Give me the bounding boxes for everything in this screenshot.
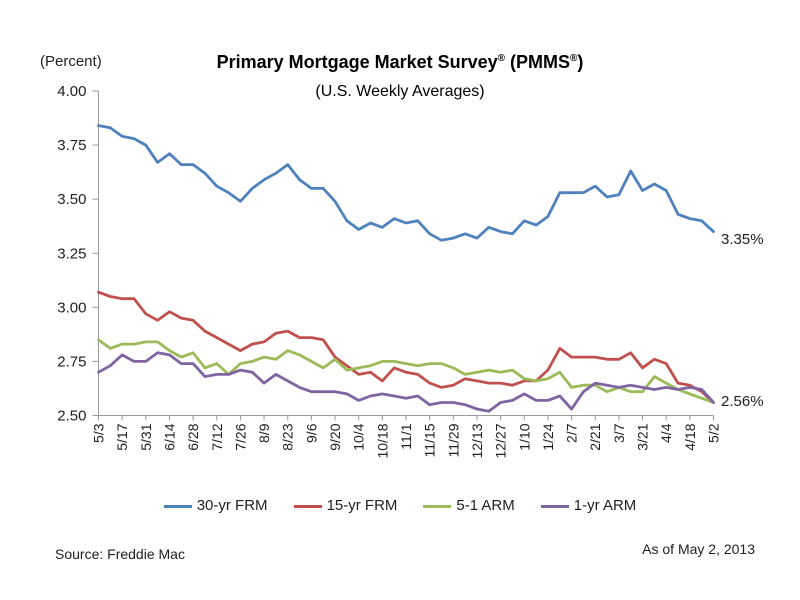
axes	[98, 91, 714, 416]
chart-title-text: (PMMS	[505, 52, 571, 72]
y-tick-label: 3.25	[57, 245, 86, 262]
x-tick-label: 7/12	[209, 423, 225, 450]
x-tick-label: 10/18	[374, 423, 390, 458]
legend-label: 5-1 ARM	[456, 497, 515, 514]
series-line-15-yr-frm	[97, 290, 715, 404]
legend-item-15-yr-frm: 15-yr FRM	[293, 496, 398, 516]
x-tick-label: 8/23	[280, 423, 296, 450]
y-tick-label: 3.50	[57, 191, 86, 208]
registered-mark: ®	[497, 53, 506, 64]
legend-swatch	[540, 504, 569, 508]
x-tick-label: 4/18	[682, 423, 698, 450]
x-tick-label: 2/21	[587, 423, 603, 450]
legend-label: 15-yr FRM	[326, 497, 398, 514]
x-tick-label: 6/14	[161, 423, 177, 450]
title-block: Primary Mortgage Market Survey® (PMMS®) …	[0, 47, 800, 101]
legend-label: 1-yr ARM	[573, 497, 637, 514]
x-tick-label: 8/9	[256, 423, 272, 443]
series-line-30-yr-frm	[97, 124, 715, 242]
x-tick-label: 9/6	[303, 423, 319, 443]
legend-item-30-yr-frm: 30-yr FRM	[163, 496, 268, 516]
x-tick-label: 10/4	[351, 423, 367, 450]
series-line-5-1-arm	[97, 338, 715, 404]
x-tick-label: 1/24	[540, 423, 556, 450]
x-tick-label: 5/2	[706, 423, 722, 443]
end-value-label-bottom-cluster: 2.56%	[721, 393, 764, 410]
registered-mark: ®	[570, 53, 578, 64]
y-axis-unit-label: (Percent)	[40, 53, 102, 70]
y-tick-label: 2.50	[57, 408, 86, 425]
x-tick-label: 12/27	[493, 423, 509, 458]
legend-swatch	[163, 504, 192, 508]
x-tick-label: 5/31	[138, 423, 154, 450]
series-line-1-yr-arm	[97, 351, 715, 413]
x-tick-label: 5/17	[114, 423, 130, 450]
x-tick-label: 7/26	[232, 423, 248, 450]
legend-swatch	[423, 504, 452, 508]
legend-label: 30-yr FRM	[196, 497, 268, 514]
x-tick-label: 5/3	[91, 423, 107, 443]
as-of-date: As of May 2, 2013	[642, 541, 755, 557]
x-tick-label: 11/29	[445, 423, 461, 457]
legend-item-1-yr-arm: 1-yr ARM	[540, 496, 637, 516]
chart-title-text: Primary Mortgage Market Survey	[216, 52, 498, 72]
y-tick-label: 3.75	[57, 137, 86, 154]
source-note: Source: Freddie Mac	[55, 546, 185, 562]
chart-subtitle: (U.S. Weekly Averages)	[315, 83, 485, 100]
x-tick-label: 9/20	[327, 423, 343, 450]
chart-legend: 30-yr FRM 15-yr FRM 5-1 ARM 1-yr ARM	[0, 496, 800, 516]
y-tick-label: 2.75	[57, 353, 86, 370]
x-tick-label: 3/7	[611, 423, 627, 443]
legend-swatch	[293, 504, 322, 508]
x-tick-label: 11/1	[398, 423, 414, 449]
x-tick-label: 11/15	[422, 423, 438, 457]
chart-title-text: )	[577, 52, 584, 72]
y-tick-label: 4.00	[57, 83, 86, 100]
x-tick-label: 4/4	[658, 423, 674, 443]
y-tick-label: 3.00	[57, 299, 86, 316]
legend-item-5-1-arm: 5-1 ARM	[423, 496, 515, 516]
x-tick-label: 3/21	[635, 423, 651, 450]
chart-title: Primary Mortgage Market Survey® (PMMS®)	[0, 47, 800, 74]
x-tick-label: 6/28	[185, 423, 201, 450]
x-tick-label: 12/13	[469, 423, 485, 458]
x-tick-label: 1/10	[516, 423, 532, 450]
end-value-label-30yr-frm: 3.35%	[721, 231, 764, 248]
x-tick-label: 2/7	[564, 423, 580, 443]
